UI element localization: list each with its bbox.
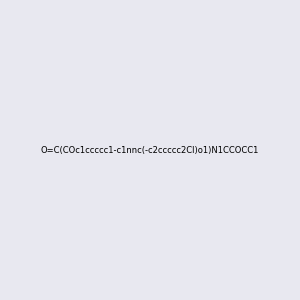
Text: O=C(COc1ccccc1-c1nnc(-c2ccccc2Cl)o1)N1CCOCC1: O=C(COc1ccccc1-c1nnc(-c2ccccc2Cl)o1)N1CC…: [41, 146, 259, 154]
